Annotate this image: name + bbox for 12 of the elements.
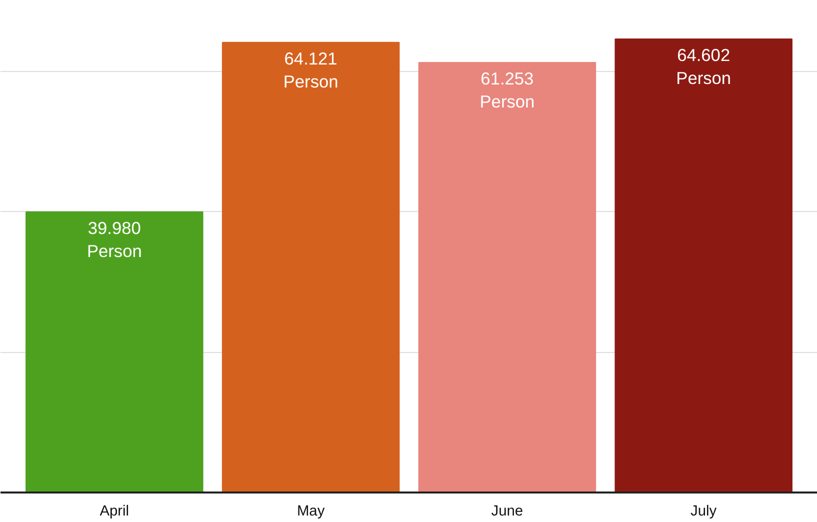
data-label: 61.253 Person: [480, 68, 535, 112]
x-tick-label: July: [690, 504, 718, 520]
bar: [418, 62, 596, 492]
bar: [26, 211, 204, 492]
x-tick-label: April: [100, 504, 130, 520]
bar: [222, 42, 400, 492]
x-tick-label: May: [296, 504, 326, 520]
x-tick-label: June: [491, 504, 524, 520]
data-label: 64.121 Person: [283, 48, 338, 92]
data-label: 39.980 Person: [86, 218, 142, 261]
data-label: 64.602 Person: [676, 45, 732, 88]
bar: [614, 38, 792, 492]
